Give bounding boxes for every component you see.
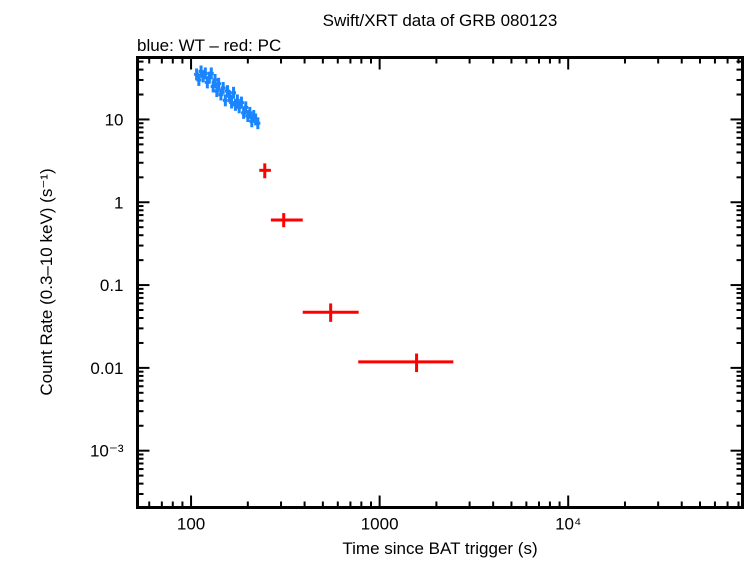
x-tick-label: 100 <box>177 515 205 534</box>
y-tick-label: 10 <box>105 110 124 129</box>
y-axis-label: Count Rate (0.3–10 keV) (s⁻¹) <box>37 168 56 395</box>
x-tick-label: 10⁴ <box>555 515 581 534</box>
chart-subtitle: blue: WT – red: PC <box>137 36 281 55</box>
x-axis-label: Time since BAT trigger (s) <box>342 539 537 558</box>
y-tick-label: 1 <box>114 193 123 212</box>
data-marks <box>194 65 454 373</box>
y-tick-label: 10⁻³ <box>90 442 124 461</box>
y-tick-label: 0.01 <box>90 359 123 378</box>
plot-frame <box>136 56 744 509</box>
axis-ticks: 100 1000 10⁴ 10 1 0.1 0.01 10⁻³ <box>90 57 743 534</box>
y-tick-label: 0.1 <box>100 276 124 295</box>
chart-title: Swift/XRT data of GRB 080123 <box>323 11 558 30</box>
x-tick-label: 1000 <box>361 515 399 534</box>
